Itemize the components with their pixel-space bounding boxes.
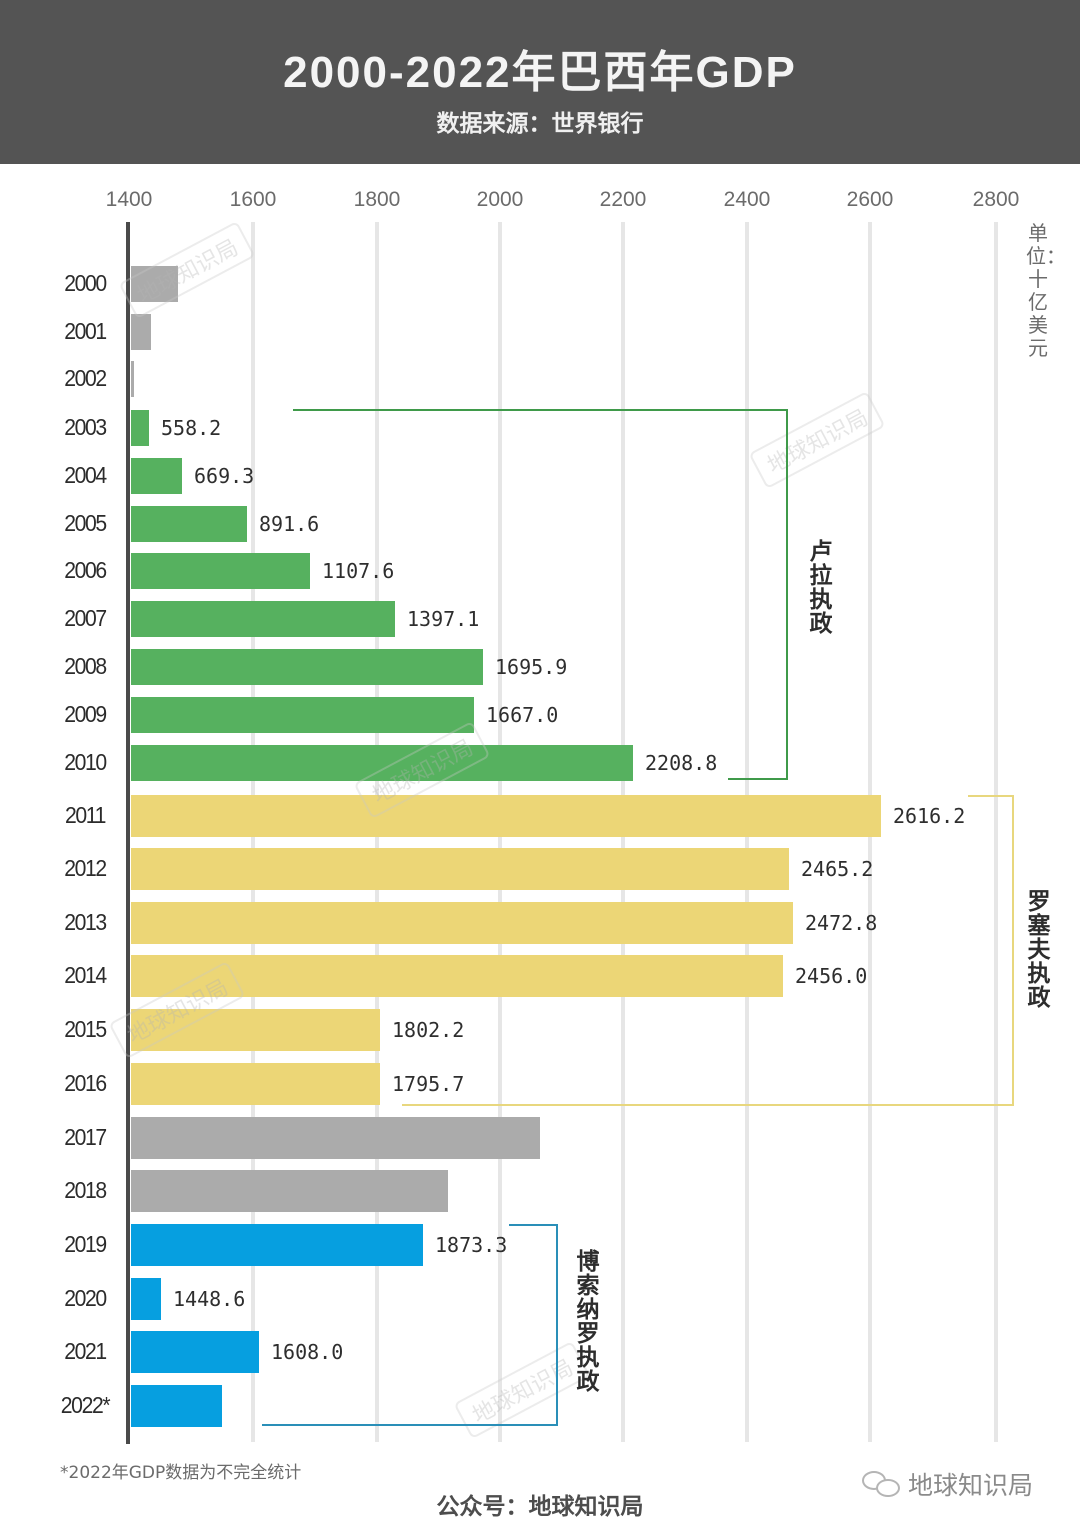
year-label: 2002 bbox=[64, 365, 107, 391]
bar-2005 bbox=[131, 506, 247, 542]
year-label: 2001 bbox=[64, 318, 107, 344]
x-tick-label: 1800 bbox=[353, 188, 401, 211]
footer-account: 公众号：地球知识局 bbox=[436, 1494, 644, 1520]
y-axis-line bbox=[126, 222, 130, 1444]
x-tick-label: 2400 bbox=[723, 188, 771, 211]
year-label: 2012 bbox=[64, 855, 107, 881]
era-label-lula: 卢拉执政 bbox=[809, 539, 833, 637]
era-label-bolsonaro: 博索纳罗执政 bbox=[576, 1249, 600, 1395]
bar-2000 bbox=[131, 266, 178, 302]
value-label: 1608.0 bbox=[271, 1340, 344, 1364]
x-tick-label: 1400 bbox=[105, 188, 153, 211]
value-label: 1397.1 bbox=[407, 607, 480, 631]
x-tick-label: 2200 bbox=[599, 188, 647, 211]
year-label: 2006 bbox=[64, 557, 107, 583]
bar-2018 bbox=[131, 1170, 448, 1212]
header-banner: 2000-2022年巴西年GDP 数据来源：世界银行 bbox=[0, 0, 1080, 164]
year-label: 2016 bbox=[64, 1070, 107, 1096]
year-label: 2009 bbox=[64, 701, 107, 727]
year-label: 2017 bbox=[64, 1124, 107, 1150]
value-label: 1695.9 bbox=[495, 655, 568, 679]
bar-2012 bbox=[131, 848, 789, 890]
value-label: 2208.8 bbox=[645, 751, 718, 775]
bar-2015 bbox=[131, 1009, 380, 1051]
bracket-rousseff bbox=[968, 795, 1014, 797]
bar-2014 bbox=[131, 955, 783, 997]
year-label: 2015 bbox=[64, 1016, 107, 1042]
wechat-icon bbox=[862, 1471, 902, 1497]
value-label: 2456.0 bbox=[795, 964, 868, 988]
bracket-bolsonaro bbox=[556, 1224, 558, 1426]
bar-2022 bbox=[131, 1385, 222, 1427]
x-tick-label: 1600 bbox=[229, 188, 277, 211]
value-label: 2472.8 bbox=[805, 911, 878, 935]
bracket-rousseff bbox=[1012, 795, 1014, 1106]
watermark: 地球知识局 bbox=[748, 390, 886, 490]
year-label: 2010 bbox=[64, 749, 107, 775]
year-label: 2004 bbox=[64, 462, 107, 488]
bar-2003 bbox=[131, 410, 149, 446]
bracket-lula bbox=[786, 409, 788, 780]
bar-2004 bbox=[131, 458, 182, 494]
chart-subtitle: 数据来源：世界银行 bbox=[436, 111, 644, 137]
bar-2009 bbox=[131, 697, 474, 733]
year-label: 2021 bbox=[64, 1338, 107, 1364]
bar-2020 bbox=[131, 1278, 161, 1320]
value-label: 2465.2 bbox=[801, 857, 874, 881]
bar-2002 bbox=[131, 361, 134, 397]
bracket-lula bbox=[293, 409, 788, 411]
bracket-bolsonaro bbox=[509, 1224, 558, 1226]
value-label: 1873.3 bbox=[435, 1233, 508, 1257]
gridline bbox=[994, 222, 998, 1442]
brand-name: 地球知识局 bbox=[908, 1471, 1034, 1500]
bar-2011 bbox=[131, 795, 881, 837]
year-label: 2014 bbox=[64, 962, 107, 988]
bar-2021 bbox=[131, 1331, 259, 1373]
bar-2008 bbox=[131, 649, 483, 685]
value-label: 1107.6 bbox=[322, 559, 395, 583]
brand-logo: 地球知识局 bbox=[862, 1466, 1033, 1502]
bracket-lula bbox=[728, 778, 788, 780]
year-label: 2022* bbox=[60, 1392, 111, 1418]
year-label: 2020 bbox=[64, 1285, 107, 1311]
bar-2006 bbox=[131, 553, 310, 589]
year-label: 2008 bbox=[64, 653, 107, 679]
bracket-bolsonaro bbox=[262, 1424, 558, 1426]
year-label: 2018 bbox=[64, 1177, 107, 1203]
bar-2017 bbox=[131, 1117, 540, 1159]
year-label: 2007 bbox=[64, 605, 107, 631]
year-label: 2003 bbox=[64, 414, 107, 440]
bar-2010 bbox=[131, 745, 633, 781]
unit-label: 单位：十亿美元 bbox=[1026, 221, 1066, 360]
value-label: 1667.0 bbox=[486, 703, 559, 727]
value-label: 558.2 bbox=[161, 416, 222, 440]
value-label: 2616.2 bbox=[893, 804, 966, 828]
year-label: 2005 bbox=[64, 510, 107, 536]
era-label-rousseff: 罗塞夫执政 bbox=[1027, 889, 1051, 1011]
bar-2019 bbox=[131, 1224, 423, 1266]
year-label: 2011 bbox=[65, 802, 106, 828]
bar-2001 bbox=[131, 314, 151, 350]
value-label: 891.6 bbox=[259, 512, 320, 536]
value-label: 1795.7 bbox=[392, 1072, 465, 1096]
year-label: 2013 bbox=[64, 909, 107, 935]
value-label: 1802.2 bbox=[392, 1018, 465, 1042]
x-tick-label: 2600 bbox=[846, 188, 894, 211]
footnote: *2022年GDP数据为不完全统计 bbox=[60, 1463, 302, 1483]
x-tick-label: 2000 bbox=[476, 188, 524, 211]
bar-2016 bbox=[131, 1063, 380, 1105]
x-tick-label: 2800 bbox=[972, 188, 1020, 211]
value-label: 1448.6 bbox=[173, 1287, 246, 1311]
year-label: 2019 bbox=[64, 1231, 107, 1257]
bar-2007 bbox=[131, 601, 395, 637]
year-label: 2000 bbox=[64, 270, 107, 296]
bracket-rousseff bbox=[402, 1104, 1014, 1106]
value-label: 669.3 bbox=[194, 464, 255, 488]
chart-title: 2000-2022年巴西年GDP bbox=[283, 48, 797, 97]
bar-2013 bbox=[131, 902, 793, 944]
